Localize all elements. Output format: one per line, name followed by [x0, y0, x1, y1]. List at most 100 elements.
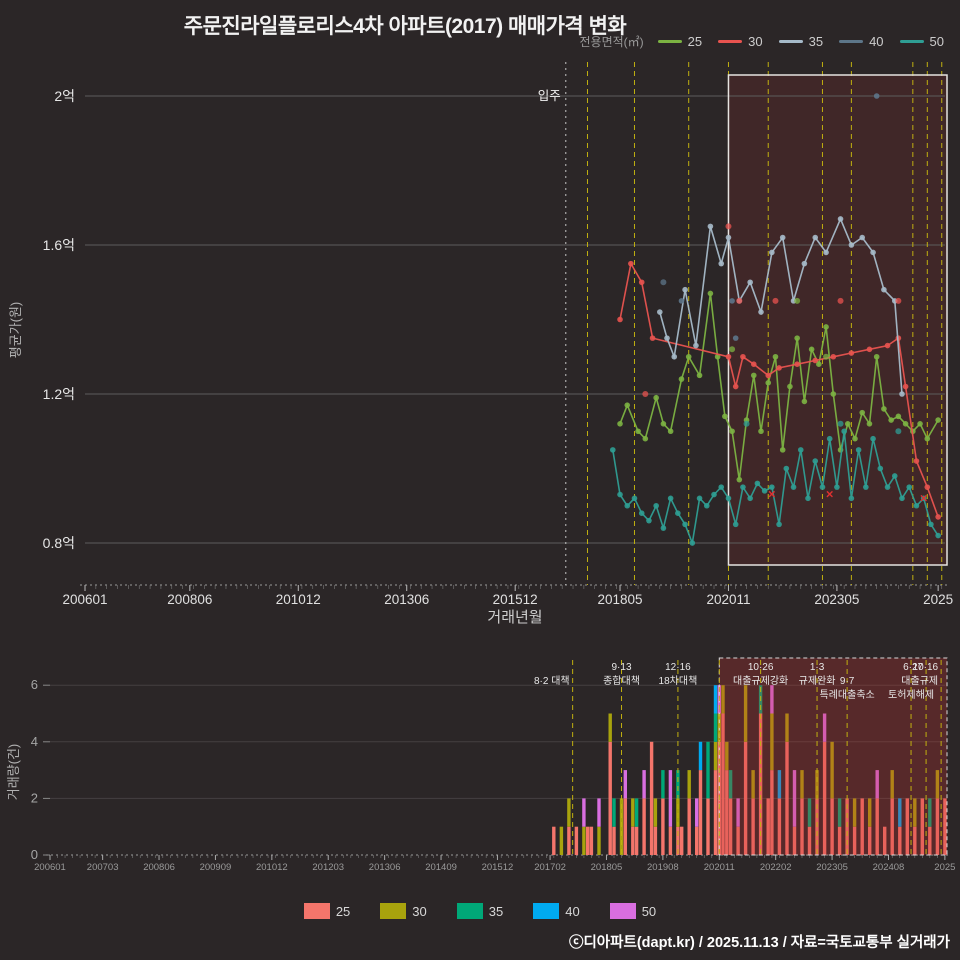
scatter-point[interactable]: [725, 223, 732, 230]
series-point-30[interactable]: [830, 353, 837, 360]
volume-bar-35[interactable]: [807, 798, 812, 827]
series-point-30[interactable]: [740, 353, 746, 360]
volume-legend-item-50[interactable]: 50: [609, 903, 656, 919]
volume-bar-30[interactable]: [770, 713, 774, 771]
volume-bar-30[interactable]: [559, 826, 564, 855]
series-point-35[interactable]: [812, 234, 819, 241]
series-point-25[interactable]: [696, 372, 703, 379]
series-point-50[interactable]: [769, 484, 775, 490]
series-point-50[interactable]: [732, 521, 739, 528]
series-point-50[interactable]: [797, 447, 804, 453]
scatter-point[interactable]: [743, 420, 750, 427]
series-point-35[interactable]: [725, 234, 732, 241]
series-point-40[interactable]: [678, 298, 685, 304]
volume-legend-item-25[interactable]: 25: [303, 903, 350, 919]
series-point-35[interactable]: [823, 249, 829, 256]
series-point-50[interactable]: [913, 502, 920, 509]
volume-bar-25[interactable]: [608, 741, 612, 855]
series-point-50[interactable]: [718, 484, 725, 490]
series-point-50[interactable]: [906, 484, 913, 490]
series-point-50[interactable]: [812, 458, 819, 464]
series-point-50[interactable]: [696, 495, 703, 502]
volume-bar-30[interactable]: [713, 741, 718, 771]
volume-bar-25[interactable]: [612, 826, 616, 855]
series-point-50[interactable]: [848, 495, 855, 502]
scatter-point[interactable]: [837, 297, 844, 304]
volume-bar-35[interactable]: [706, 741, 710, 799]
series-point-50[interactable]: [863, 484, 869, 490]
volume-bar-30[interactable]: [631, 798, 635, 827]
series-point-50[interactable]: [805, 495, 811, 502]
volume-bar-25[interactable]: [623, 798, 627, 855]
series-point-30[interactable]: [913, 458, 920, 464]
volume-bar-35[interactable]: [728, 770, 733, 799]
scatter-point[interactable]: [823, 353, 830, 360]
volume-bar-30[interactable]: [815, 770, 819, 799]
series-point-50[interactable]: [703, 502, 710, 509]
scatter-point[interactable]: [837, 420, 844, 427]
series-point-50[interactable]: [711, 491, 717, 498]
series-point-25[interactable]: [935, 417, 941, 423]
volume-bar-40[interactable]: [898, 798, 902, 827]
series-point-50[interactable]: [783, 465, 790, 472]
volume-bar-25[interactable]: [837, 826, 842, 855]
volume-bar-25[interactable]: [631, 826, 635, 855]
series-point-25[interactable]: [873, 353, 880, 360]
volume-bar-25[interactable]: [920, 798, 924, 855]
series-point-50[interactable]: [891, 473, 898, 479]
volume-legend-item-30[interactable]: 30: [380, 903, 427, 919]
volume-bar-25[interactable]: [698, 770, 703, 855]
series-point-35[interactable]: [769, 249, 775, 256]
series-point-35[interactable]: [707, 223, 714, 230]
volume-bar-30[interactable]: [751, 770, 755, 799]
series-point-25[interactable]: [801, 398, 808, 405]
series-point-25[interactable]: [823, 324, 829, 330]
scatter-point[interactable]: [642, 391, 649, 397]
volume-bar-30[interactable]: [676, 798, 680, 827]
area-legend-item-25[interactable]: 25: [657, 34, 702, 49]
series-point-30[interactable]: [628, 260, 634, 267]
volume-bar-25[interactable]: [883, 826, 887, 855]
series-point-40[interactable]: [873, 93, 880, 99]
volume-bar-30[interactable]: [653, 798, 658, 827]
series-point-25[interactable]: [779, 447, 786, 453]
series-point-35[interactable]: [656, 309, 663, 315]
series-point-50[interactable]: [653, 502, 659, 509]
series-point-25[interactable]: [685, 353, 692, 360]
series-point-35[interactable]: [881, 286, 887, 293]
volume-bar-40[interactable]: [698, 741, 703, 771]
volume-legend-item-40[interactable]: 40: [533, 903, 580, 919]
series-point-50[interactable]: [826, 435, 833, 442]
volume-bar-30[interactable]: [725, 741, 729, 771]
volume-bar-25[interactable]: [792, 826, 797, 855]
volume-bar-35[interactable]: [928, 798, 932, 827]
series-point-25[interactable]: [729, 428, 735, 435]
series-point-25[interactable]: [888, 417, 894, 423]
series-point-25[interactable]: [707, 290, 714, 297]
volume-bar-50[interactable]: [623, 770, 627, 799]
scatter-point[interactable]: [794, 297, 801, 304]
series-point-35[interactable]: [899, 391, 905, 397]
series-point-25[interactable]: [917, 421, 923, 427]
series-point-50[interactable]: [675, 510, 681, 516]
area-legend-item-30[interactable]: 30: [718, 34, 763, 49]
series-point-25[interactable]: [787, 383, 793, 390]
series-point-35[interactable]: [682, 286, 688, 293]
volume-bar-40[interactable]: [713, 685, 718, 714]
series-point-35[interactable]: [848, 242, 855, 248]
volume-bar-25[interactable]: [807, 826, 812, 855]
scatter-point[interactable]: [729, 346, 736, 353]
volume-bar-25[interactable]: [736, 826, 740, 855]
volume-bar-25[interactable]: [687, 798, 691, 855]
series-point-40[interactable]: [729, 298, 735, 304]
volume-bar-25[interactable]: [649, 741, 654, 855]
volume-bar-35[interactable]: [661, 770, 665, 799]
series-point-25[interactable]: [765, 380, 772, 386]
series-point-25[interactable]: [667, 428, 674, 435]
series-point-50[interactable]: [667, 495, 674, 502]
series-point-25[interactable]: [624, 402, 631, 408]
volume-bar-25[interactable]: [770, 770, 774, 855]
area-legend-item-35[interactable]: 35: [778, 34, 823, 49]
series-point-25[interactable]: [808, 346, 815, 353]
series-point-35[interactable]: [747, 279, 753, 286]
